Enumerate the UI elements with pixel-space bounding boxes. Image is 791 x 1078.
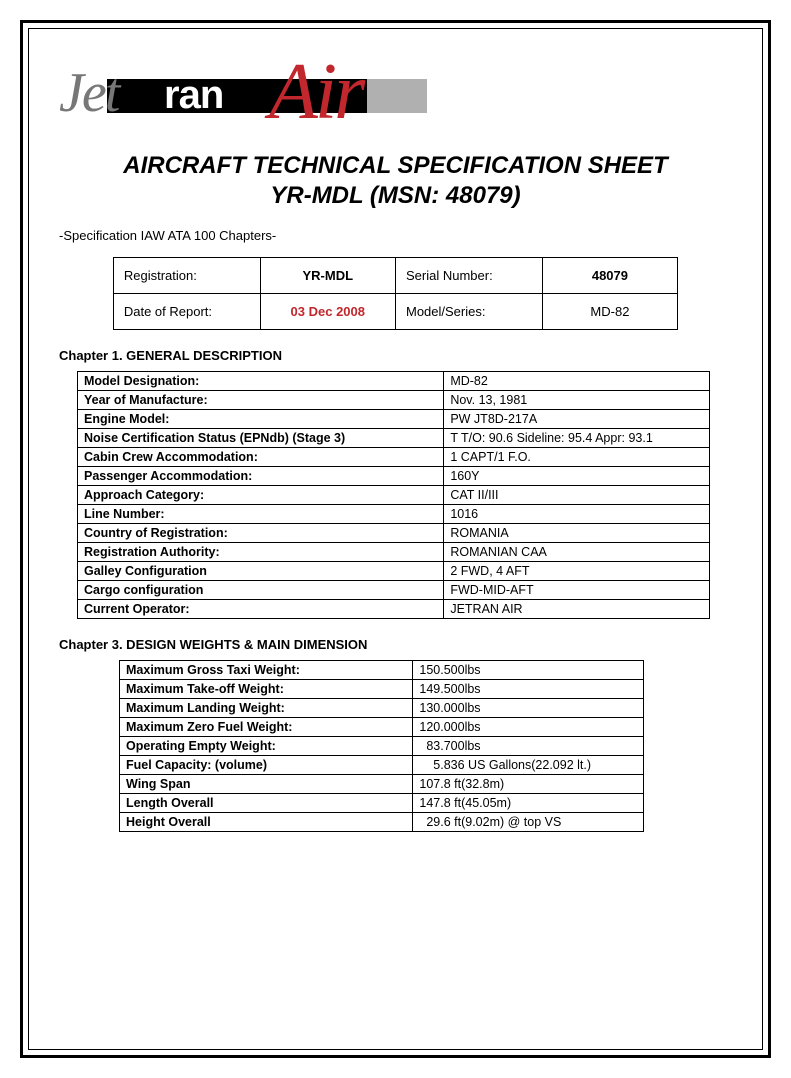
table-row: Model Designation:MD-82	[78, 372, 710, 391]
spec-value: T T/O: 90.6 Sideline: 95.4 Appr: 93.1	[444, 429, 709, 448]
spec-value: 160Y	[444, 467, 709, 486]
header-row-2: Date of Report: 03 Dec 2008 Model/Series…	[113, 294, 677, 330]
table-row: Fuel Capacity: (volume) 5.836 US Gallons…	[120, 756, 644, 775]
spec-value: CAT II/III	[444, 486, 709, 505]
spec-value: ROMANIAN CAA	[444, 543, 709, 562]
logo-ran: ran	[164, 73, 223, 118]
dim-value: 149.500lbs	[413, 680, 644, 699]
table-row: Year of Manufacture:Nov. 13, 1981	[78, 391, 710, 410]
dim-key: Maximum Zero Fuel Weight:	[120, 718, 413, 737]
table-row: Height Overall 29.6 ft(9.02m) @ top VS	[120, 813, 644, 832]
table-row: Line Number:1016	[78, 505, 710, 524]
spec-value: MD-82	[444, 372, 709, 391]
logo-air: Air	[269, 47, 362, 138]
table-row: Maximum Take-off Weight:149.500lbs	[120, 680, 644, 699]
table-row: Galley Configuration2 FWD, 4 AFT	[78, 562, 710, 581]
spec-key: Registration Authority:	[78, 543, 444, 562]
dim-value: 29.6 ft(9.02m) @ top VS	[413, 813, 644, 832]
dim-key: Maximum Take-off Weight:	[120, 680, 413, 699]
spec-value: 1 CAPT/1 F.O.	[444, 448, 709, 467]
date-report-value: 03 Dec 2008	[260, 294, 395, 330]
spec-key: Passenger Accommodation:	[78, 467, 444, 486]
table-row: Wing Span107.8 ft(32.8m)	[120, 775, 644, 794]
dim-value: 120.000lbs	[413, 718, 644, 737]
spec-key: Line Number:	[78, 505, 444, 524]
page-subtitle: YR-MDL (MSN: 48079)	[59, 182, 732, 210]
table-row: Maximum Landing Weight:130.000lbs	[120, 699, 644, 718]
spec-value: 1016	[444, 505, 709, 524]
dim-value: 83.700lbs	[413, 737, 644, 756]
dim-key: Length Overall	[120, 794, 413, 813]
table-row: Passenger Accommodation:160Y	[78, 467, 710, 486]
page-title: AIRCRAFT TECHNICAL SPECIFICATION SHEET	[59, 152, 732, 180]
spec-key: Cargo configuration	[78, 581, 444, 600]
model-series-label: Model/Series:	[395, 294, 542, 330]
spec-key: Engine Model:	[78, 410, 444, 429]
table-row: Operating Empty Weight: 83.700lbs	[120, 737, 644, 756]
logo-container: Jet ran Air	[59, 49, 732, 144]
spec-value: PW JT8D-217A	[444, 410, 709, 429]
table-row: Maximum Zero Fuel Weight:120.000lbs	[120, 718, 644, 737]
table-row: Maximum Gross Taxi Weight:150.500lbs	[120, 661, 644, 680]
spec-value: Nov. 13, 1981	[444, 391, 709, 410]
chapter1-table: Model Designation:MD-82Year of Manufactu…	[77, 371, 710, 619]
spec-key: Year of Manufacture:	[78, 391, 444, 410]
spec-value: FWD-MID-AFT	[444, 581, 709, 600]
table-row: Noise Certification Status (EPNdb) (Stag…	[78, 429, 710, 448]
dim-key: Wing Span	[120, 775, 413, 794]
table-row: Cargo configurationFWD-MID-AFT	[78, 581, 710, 600]
spec-key: Noise Certification Status (EPNdb) (Stag…	[78, 429, 444, 448]
header-row-1: Registration: YR-MDL Serial Number: 4807…	[113, 258, 677, 294]
serial-number-label: Serial Number:	[395, 258, 542, 294]
registration-value: YR-MDL	[260, 258, 395, 294]
date-report-label: Date of Report:	[113, 294, 260, 330]
table-row: Engine Model:PW JT8D-217A	[78, 410, 710, 429]
outer-frame: Jet ran Air AIRCRAFT TECHNICAL SPECIFICA…	[20, 20, 771, 1058]
table-row: Registration Authority:ROMANIAN CAA	[78, 543, 710, 562]
dim-value: 5.836 US Gallons(22.092 lt.)	[413, 756, 644, 775]
jettranair-logo: Jet ran Air	[59, 49, 419, 139]
logo-jet: Jet	[59, 61, 118, 125]
dim-value: 130.000lbs	[413, 699, 644, 718]
chapter3-table: Maximum Gross Taxi Weight:150.500lbsMaxi…	[119, 660, 644, 832]
spec-iaw-line: -Specification IAW ATA 100 Chapters-	[59, 228, 732, 243]
dim-key: Height Overall	[120, 813, 413, 832]
spec-key: Cabin Crew Accommodation:	[78, 448, 444, 467]
spec-key: Current Operator:	[78, 600, 444, 619]
registration-label: Registration:	[113, 258, 260, 294]
table-row: Current Operator:JETRAN AIR	[78, 600, 710, 619]
spec-key: Country of Registration:	[78, 524, 444, 543]
chapter1-heading: Chapter 1. GENERAL DESCRIPTION	[59, 348, 732, 363]
dim-value: 147.8 ft(45.05m)	[413, 794, 644, 813]
table-row: Approach Category:CAT II/III	[78, 486, 710, 505]
spec-key: Galley Configuration	[78, 562, 444, 581]
inner-frame: Jet ran Air AIRCRAFT TECHNICAL SPECIFICA…	[28, 28, 763, 1050]
chapter3-heading: Chapter 3. DESIGN WEIGHTS & MAIN DIMENSI…	[59, 637, 732, 652]
spec-key: Model Designation:	[78, 372, 444, 391]
header-table: Registration: YR-MDL Serial Number: 4807…	[113, 257, 678, 330]
dim-value: 107.8 ft(32.8m)	[413, 775, 644, 794]
spec-key: Approach Category:	[78, 486, 444, 505]
spec-value: ROMANIA	[444, 524, 709, 543]
spec-value: 2 FWD, 4 AFT	[444, 562, 709, 581]
dim-key: Operating Empty Weight:	[120, 737, 413, 756]
dim-key: Maximum Landing Weight:	[120, 699, 413, 718]
table-row: Cabin Crew Accommodation:1 CAPT/1 F.O.	[78, 448, 710, 467]
model-series-value: MD-82	[542, 294, 677, 330]
dim-value: 150.500lbs	[413, 661, 644, 680]
table-row: Country of Registration:ROMANIA	[78, 524, 710, 543]
serial-number-value: 48079	[542, 258, 677, 294]
dim-key: Fuel Capacity: (volume)	[120, 756, 413, 775]
dim-key: Maximum Gross Taxi Weight:	[120, 661, 413, 680]
spec-value: JETRAN AIR	[444, 600, 709, 619]
table-row: Length Overall147.8 ft(45.05m)	[120, 794, 644, 813]
